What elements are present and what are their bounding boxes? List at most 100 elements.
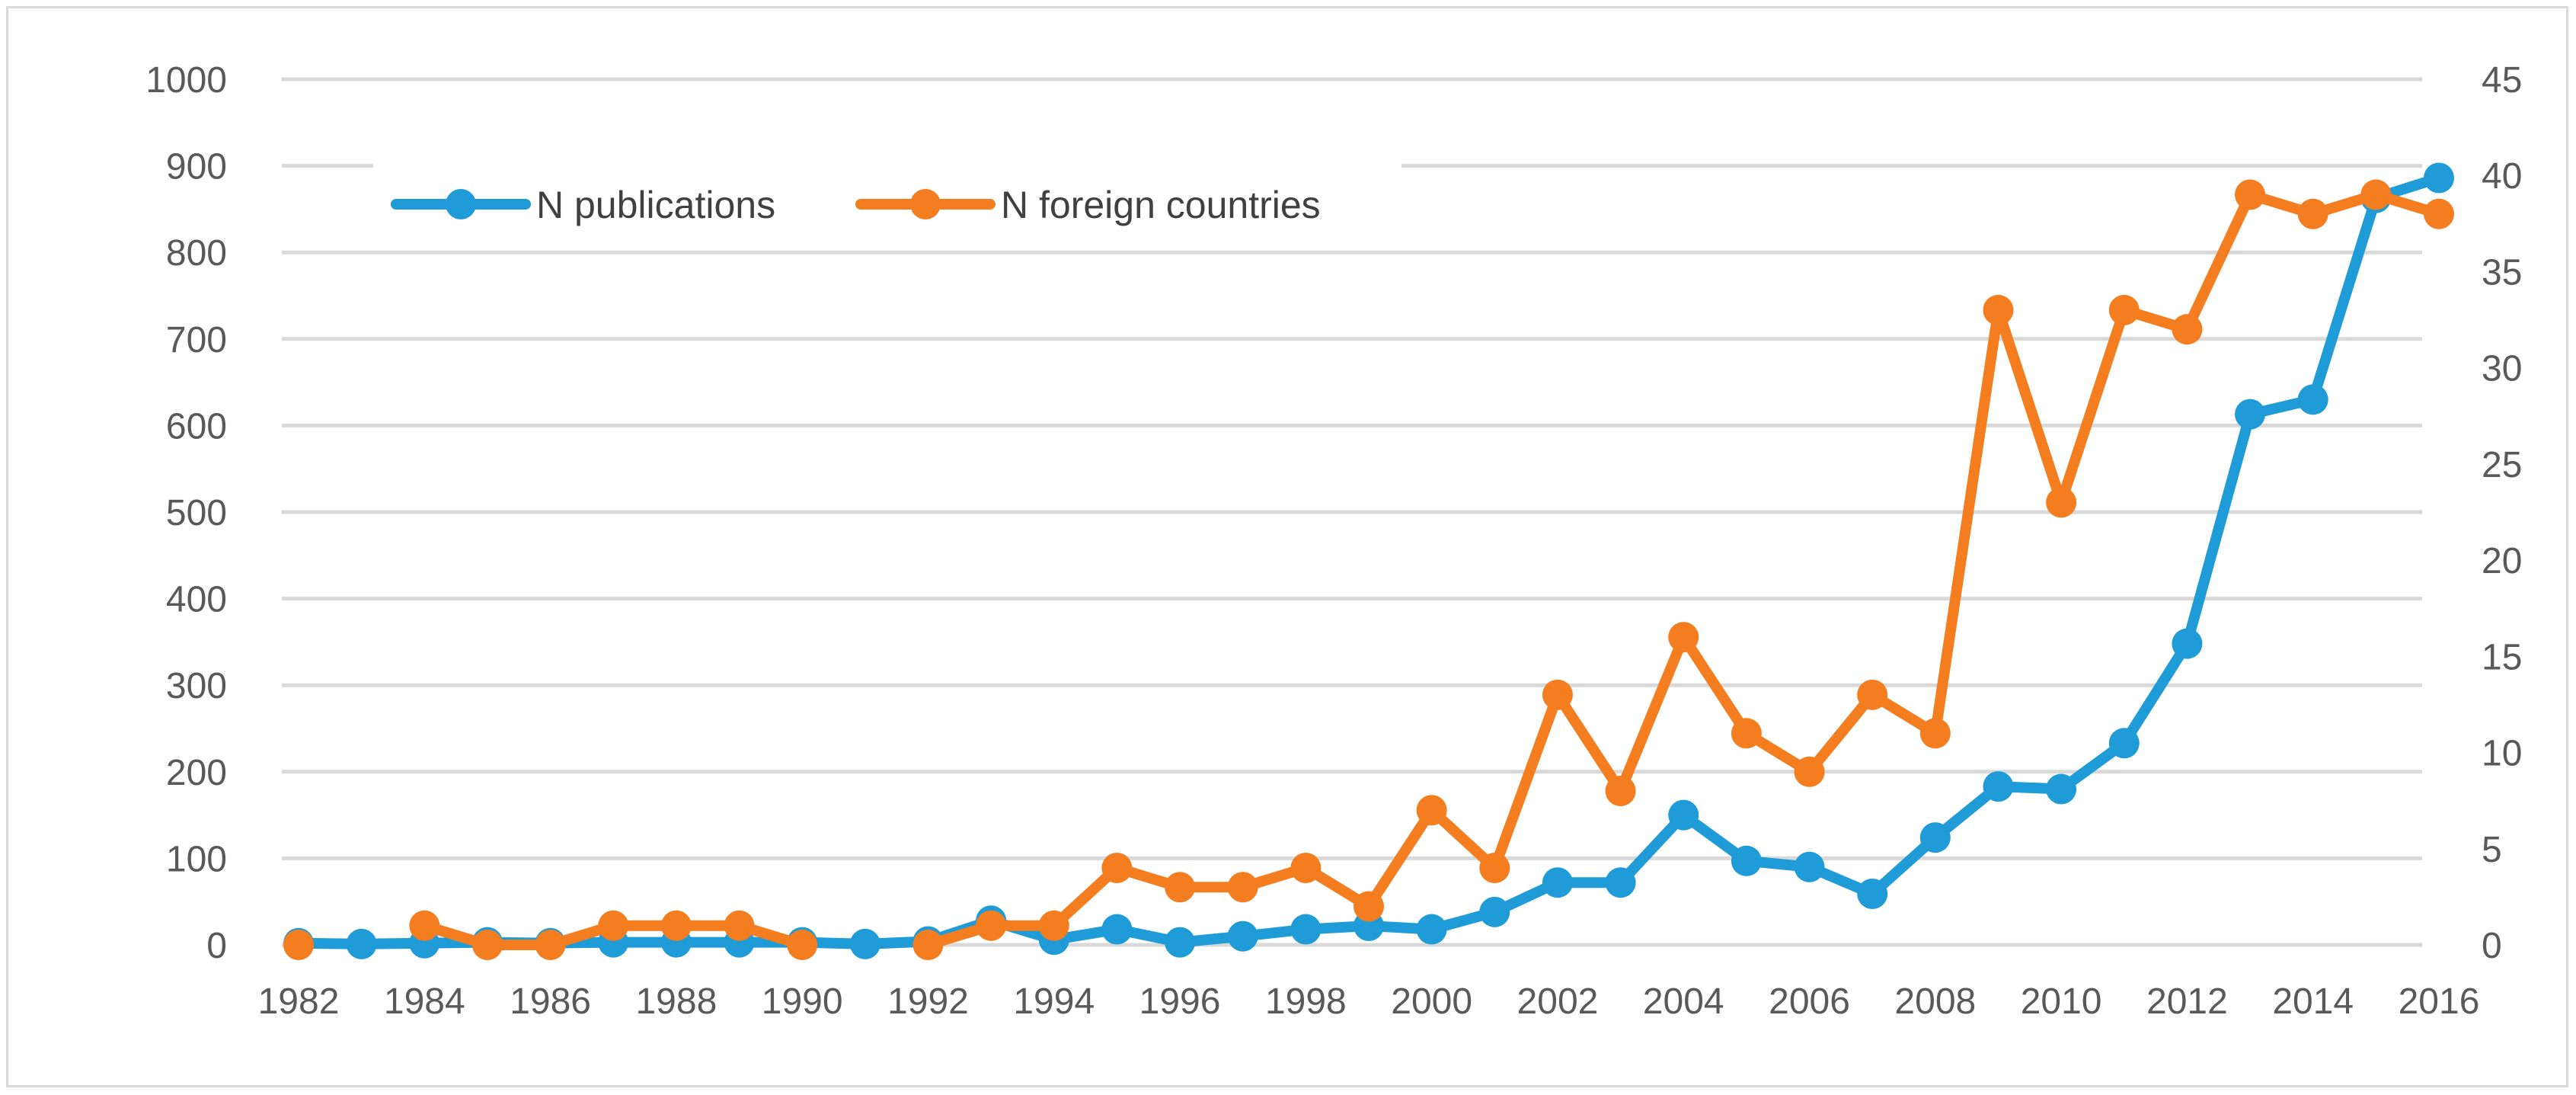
data-point-n-foreign-countries xyxy=(1165,872,1196,903)
x-tick-label: 2006 xyxy=(1769,981,1850,1022)
data-point-n-foreign-countries xyxy=(1354,891,1384,922)
data-point-n-foreign-countries xyxy=(724,910,755,941)
right-tick-label: 15 xyxy=(2482,637,2522,677)
left-tick-label: 200 xyxy=(166,753,227,793)
left-tick-label: 500 xyxy=(166,493,227,533)
legend-label-publications: N publications xyxy=(536,184,775,226)
x-tick-label: 2008 xyxy=(1894,981,1976,1022)
data-point-n-foreign-countries xyxy=(2172,314,2203,345)
right-tick-label: 0 xyxy=(2482,926,2502,966)
legend-marker-foreign-countries xyxy=(910,189,941,219)
data-point-n-publications xyxy=(1857,878,1888,909)
data-point-n-foreign-countries xyxy=(912,930,944,960)
series-layer xyxy=(283,162,2454,960)
data-point-n-publications xyxy=(1919,822,1951,853)
left-y-axis: 0 100 200 300 400 500 600 700 800 900 1000 xyxy=(145,60,227,966)
left-tick-label: 0 xyxy=(206,926,227,966)
data-point-n-foreign-countries xyxy=(1983,294,2014,325)
left-tick-label: 100 xyxy=(166,839,227,879)
data-point-n-publications xyxy=(1605,867,1636,898)
legend-marker-publications xyxy=(446,189,476,219)
data-point-n-publications xyxy=(1983,771,2014,802)
left-tick-label: 900 xyxy=(166,147,227,187)
x-tick-label: 1996 xyxy=(1139,981,1221,1022)
data-point-n-publications xyxy=(2172,628,2203,659)
right-tick-label: 25 xyxy=(2482,445,2522,485)
data-point-n-foreign-countries xyxy=(787,930,818,960)
x-tick-label: 2012 xyxy=(2146,981,2228,1022)
data-point-n-publications xyxy=(2235,399,2266,430)
right-tick-label: 30 xyxy=(2482,349,2522,389)
x-tick-label: 1998 xyxy=(1265,981,1347,1022)
right-tick-label: 40 xyxy=(2482,156,2522,197)
data-point-n-foreign-countries xyxy=(976,910,1007,941)
x-tick-label: 1990 xyxy=(762,981,843,1022)
series-line-n-publications xyxy=(293,172,2444,949)
data-point-n-foreign-countries xyxy=(409,910,440,941)
right-tick-label: 35 xyxy=(2482,252,2522,293)
data-point-n-foreign-countries xyxy=(2108,294,2140,325)
data-point-n-foreign-countries xyxy=(1542,679,1573,710)
data-point-n-foreign-countries xyxy=(471,930,503,960)
x-tick-label: 1986 xyxy=(510,981,591,1022)
left-tick-label: 400 xyxy=(166,580,227,620)
left-tick-label: 800 xyxy=(166,233,227,274)
data-point-n-publications xyxy=(1731,845,1762,876)
data-point-n-foreign-countries xyxy=(1290,853,1322,884)
data-point-n-publications xyxy=(2424,162,2454,194)
left-tick-label: 300 xyxy=(166,666,227,706)
x-tick-label: 2016 xyxy=(2399,981,2480,1022)
x-tick-label: 1994 xyxy=(1013,981,1095,1022)
x-tick-label: 2000 xyxy=(1391,981,1472,1022)
data-point-n-publications xyxy=(1227,921,1258,952)
data-point-n-foreign-countries xyxy=(598,910,629,941)
data-point-n-publications xyxy=(2046,773,2077,805)
data-point-n-foreign-countries xyxy=(1479,853,1510,884)
x-axis: 1982 1984 1986 1988 1990 1992 1994 1996 1998 2000… xyxy=(258,981,2480,1022)
data-point-n-foreign-countries xyxy=(660,910,692,941)
x-tick-label: 1992 xyxy=(887,981,969,1022)
data-point-n-foreign-countries xyxy=(1668,622,1699,653)
data-point-n-foreign-countries xyxy=(1101,853,1133,884)
legend-label-foreign-countries: N foreign countries xyxy=(1001,184,1321,226)
left-tick-label: 1000 xyxy=(145,60,227,101)
data-point-n-publications xyxy=(1794,851,1825,882)
legend: N publications N foreign countries xyxy=(373,162,1401,247)
data-point-n-foreign-countries xyxy=(535,930,566,960)
x-tick-label: 1982 xyxy=(258,981,340,1022)
right-tick-label: 5 xyxy=(2482,830,2502,870)
data-point-n-foreign-countries xyxy=(2297,198,2328,229)
x-tick-label: 2014 xyxy=(2272,981,2354,1022)
data-point-n-foreign-countries xyxy=(2360,179,2392,210)
data-point-n-publications xyxy=(1542,867,1573,898)
data-point-n-publications xyxy=(1479,896,1510,927)
data-point-n-foreign-countries xyxy=(1227,872,1258,903)
data-point-n-foreign-countries xyxy=(1857,679,1888,710)
left-tick-label: 700 xyxy=(166,320,227,360)
data-point-n-foreign-countries xyxy=(1416,795,1447,826)
x-tick-label: 2004 xyxy=(1643,981,1724,1022)
right-y-axis: 0 5 10 15 20 25 30 35 40 45 xyxy=(2482,60,2522,966)
x-tick-label: 2002 xyxy=(1517,981,1599,1022)
data-point-n-foreign-countries xyxy=(283,930,314,960)
data-point-n-publications xyxy=(1165,927,1196,958)
data-point-n-publications xyxy=(849,928,881,959)
data-point-n-foreign-countries xyxy=(1919,718,1951,749)
data-point-n-publications xyxy=(346,928,377,959)
data-point-n-publications xyxy=(1290,914,1322,945)
right-tick-label: 45 xyxy=(2482,60,2522,101)
data-point-n-foreign-countries xyxy=(2235,179,2266,210)
data-point-n-foreign-countries xyxy=(2046,487,2077,518)
data-point-n-publications xyxy=(2108,728,2140,759)
data-point-n-foreign-countries xyxy=(1605,776,1636,807)
data-point-n-foreign-countries xyxy=(2424,198,2454,229)
data-point-n-publications xyxy=(1416,914,1447,945)
right-tick-label: 20 xyxy=(2482,541,2522,581)
data-point-n-foreign-countries xyxy=(1794,756,1825,787)
right-tick-label: 10 xyxy=(2482,734,2522,774)
data-point-n-foreign-countries xyxy=(1731,718,1762,749)
x-tick-label: 1984 xyxy=(384,981,465,1022)
data-point-n-publications xyxy=(1101,914,1133,945)
data-point-n-publications xyxy=(2297,384,2328,415)
